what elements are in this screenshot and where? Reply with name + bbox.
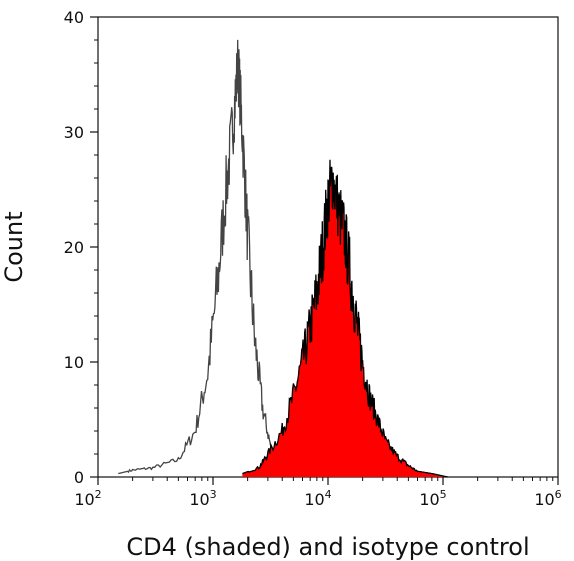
histogram-fill-1 (242, 159, 448, 477)
x-tick-label-4: 106 (534, 488, 561, 509)
x-tick-label-1: 103 (189, 488, 216, 509)
y-tick-label-3: 30 (64, 123, 84, 142)
y-tick-label-4: 40 (64, 8, 84, 27)
y-axis-title: Count (0, 211, 28, 282)
y-tick-label-1: 10 (64, 353, 84, 372)
x-tick-label-2: 104 (304, 488, 331, 509)
x-tick-label-0: 102 (74, 488, 101, 509)
y-tick-label-2: 20 (64, 238, 84, 257)
x-tick-label-3: 105 (419, 488, 446, 509)
ticks-layer: 102 103 104 105 106 0 10 20 30 40 (64, 8, 562, 509)
x-axis-title: CD4 (shaded) and isotype control (126, 533, 529, 561)
y-tick-label-0: 0 (74, 468, 84, 487)
series-layer (118, 39, 448, 478)
histogram-outline-1 (242, 159, 448, 478)
